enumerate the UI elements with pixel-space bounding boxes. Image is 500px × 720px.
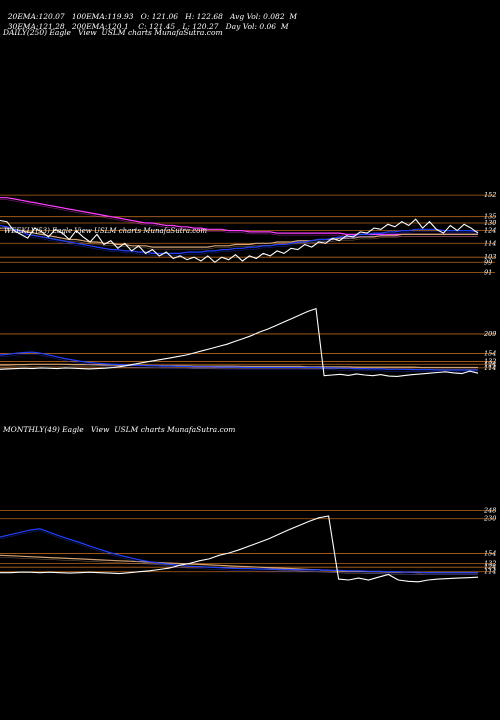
weekly-tick-label: 124: [484, 360, 496, 368]
avg-vol-label: Avg Vol:: [230, 12, 261, 21]
daily-ema-band-3: [0, 199, 478, 237]
daily-tick-label: 103: [484, 253, 496, 261]
daily-tick-label: 114: [484, 239, 496, 247]
avg-vol-value: 0.082: [263, 12, 285, 21]
monthly-price-line: [0, 515, 479, 583]
daily-tick-label: 99: [484, 258, 492, 266]
daily-ema-band-2: [0, 229, 478, 250]
close-value: 121.45: [148, 22, 176, 31]
ema30-value: 121.28: [38, 22, 65, 31]
monthly-ema-band-1: [0, 530, 478, 575]
monthly-tick-label: 154: [484, 549, 496, 557]
low-label: L:: [182, 22, 190, 31]
daily-tick-label: 91: [484, 268, 492, 276]
weekly-tick-label: 114: [484, 364, 496, 372]
daily-ema-line-3: [0, 197, 478, 235]
open-label: O:: [140, 12, 150, 21]
day-vol-label: Day Vol:: [225, 22, 257, 31]
open-value: 121.06: [151, 12, 178, 21]
ema100-label: 100EMA:: [71, 12, 108, 21]
weekly-tick-label: 132: [484, 357, 496, 365]
monthly-tick-label: 124: [484, 563, 496, 571]
monthly-ema-line-1: [0, 528, 478, 574]
monthly-tick-label: 248: [483, 506, 496, 514]
daily-tick-label: 130: [484, 219, 496, 227]
ema200-value: 120.1: [107, 22, 129, 31]
weekly-ema-line-1: [0, 351, 478, 371]
weekly-tick-label: 209: [483, 330, 496, 338]
ema200-label: 200EMA:: [71, 22, 108, 31]
low-value: 120.27: [192, 22, 219, 31]
header-row-2: 30EMA:121.28 200EMA:120.1 C: 121.45 L: 1…: [3, 13, 289, 31]
ema100-value: 119.93: [107, 12, 134, 21]
header-row-1: 20EMA:120.07 100EMA:119.93 O: 121.06 H: …: [3, 3, 297, 21]
avg-vol-unit: M: [289, 12, 298, 21]
high-value: 122.68: [196, 12, 223, 21]
daily-tick-label: 152: [484, 191, 496, 199]
ema20-value: 120.07: [38, 12, 65, 21]
ema30-label: 30EMA:: [7, 22, 39, 31]
monthly-tick-label: 114: [484, 568, 496, 576]
day-vol-value: 0.06: [259, 22, 277, 31]
weekly-ema-line-2: [0, 363, 478, 369]
daily-chart-title: DAILY(250) Eagle View USLM charts Munafa…: [3, 28, 223, 37]
high-label: H:: [185, 12, 195, 21]
monthly-ema-line-2: [0, 554, 478, 574]
daily-ema-line-2: [0, 227, 478, 248]
close-label: C:: [138, 22, 147, 31]
daily-ema-band-1: [0, 227, 479, 256]
day-vol-unit: M: [280, 22, 289, 31]
daily-ema-line-1: [0, 224, 479, 254]
weekly-ema-band-1: [0, 353, 478, 373]
daily-tick-label: 135: [484, 213, 496, 221]
weekly-chart-title: WEEKLY(53) Eagle View USLM charts Munafa…: [4, 227, 207, 235]
daily-tick-label: 124: [484, 227, 496, 235]
weekly-tick-label: 154: [484, 350, 496, 358]
weekly-price-line: [0, 307, 479, 377]
monthly-chart-title: MONTHLY(49) Eagle View USLM charts Munaf…: [3, 425, 236, 434]
monthly-tick-label: 132: [484, 560, 496, 568]
ema20-label: 20EMA:: [7, 12, 39, 21]
monthly-tick-label: 230: [483, 515, 496, 523]
daily-price-line: [0, 218, 479, 264]
